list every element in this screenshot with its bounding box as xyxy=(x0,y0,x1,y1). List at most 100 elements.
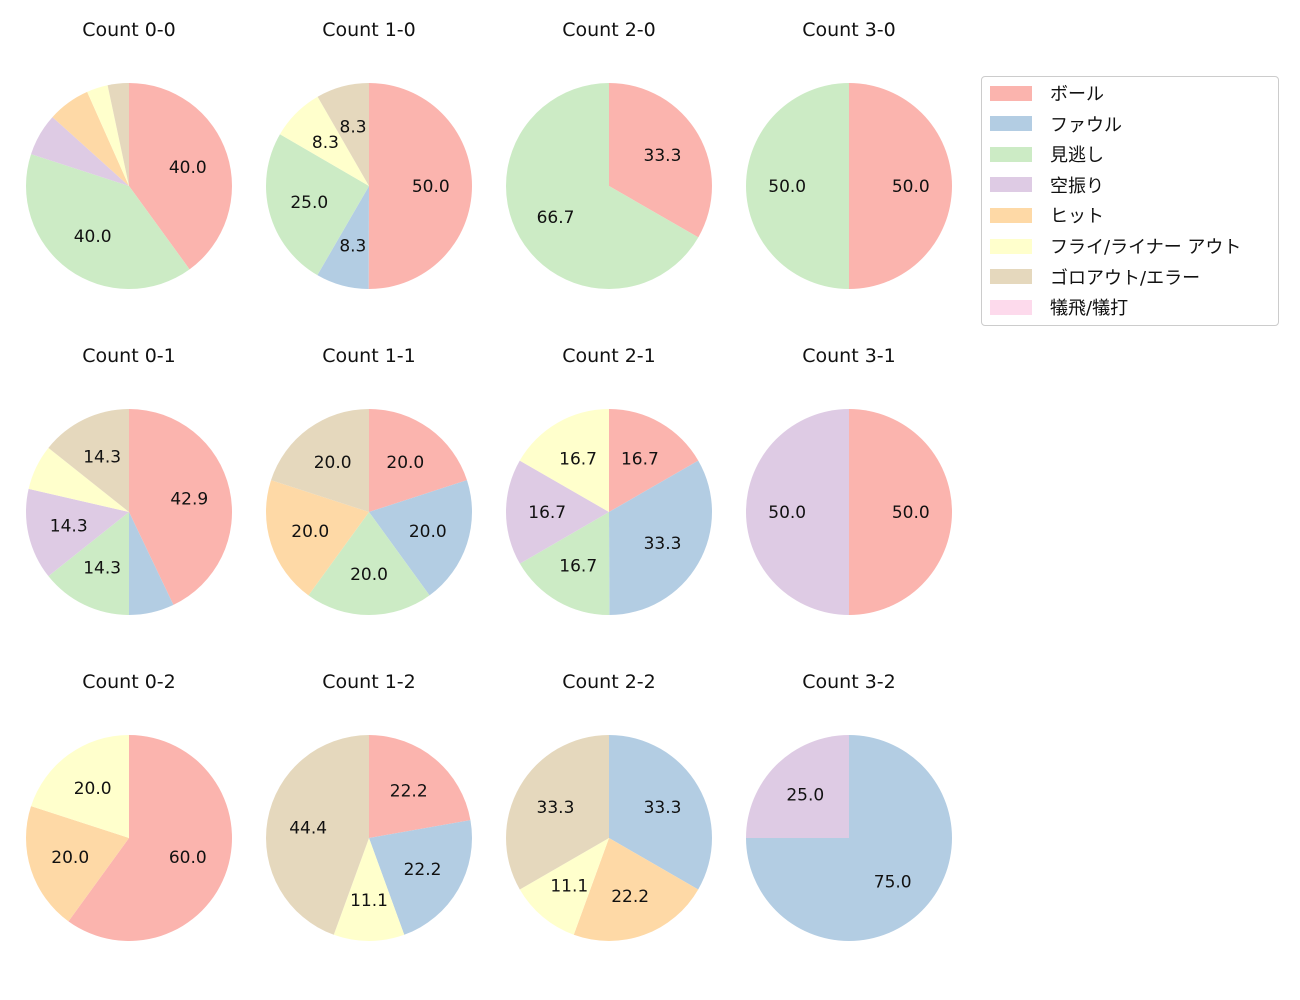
pie-slice xyxy=(26,806,130,922)
slice-label: 66.7 xyxy=(537,208,575,228)
pie-title: Count 3-2 xyxy=(802,671,896,693)
pie-slice xyxy=(333,838,405,941)
pie-slice xyxy=(48,409,130,512)
pie-title: Count 0-0 xyxy=(82,19,176,41)
slice-label: 75.0 xyxy=(874,873,912,893)
legend-item: 見逃し xyxy=(990,144,1104,167)
legend-swatch xyxy=(990,269,1032,285)
pie-slice xyxy=(506,460,609,564)
slice-label: 33.3 xyxy=(644,798,682,818)
pie-slice xyxy=(279,96,369,186)
legend-label: ヒット xyxy=(1050,206,1104,228)
slice-label: 50.0 xyxy=(768,177,806,197)
slice-label: 14.3 xyxy=(83,559,121,579)
slice-label: 16.7 xyxy=(559,557,597,577)
pie-slice xyxy=(52,91,129,186)
pie-slice xyxy=(369,820,472,935)
pie-slice xyxy=(506,735,609,890)
slice-label: 20.0 xyxy=(74,779,112,799)
pie-slice xyxy=(48,512,130,615)
legend-swatch xyxy=(990,238,1032,254)
slice-label: 50.0 xyxy=(892,503,930,523)
pie-slice xyxy=(129,512,174,615)
slice-label: 33.3 xyxy=(644,146,682,166)
legend-swatch xyxy=(990,146,1032,162)
pie-slice xyxy=(609,409,699,512)
pie-slice xyxy=(31,735,129,838)
slice-label: 22.2 xyxy=(390,782,428,802)
slice-label: 20.0 xyxy=(350,565,388,585)
pie-title: Count 3-0 xyxy=(802,19,896,41)
slice-label: 14.3 xyxy=(50,517,88,537)
pie-slice xyxy=(746,735,849,838)
legend-label: 空振り xyxy=(1050,175,1104,197)
legend-label: ボール xyxy=(1050,84,1104,105)
slice-label: 44.4 xyxy=(289,818,327,838)
slice-label: 20.0 xyxy=(409,522,447,542)
pie-title: Count 2-0 xyxy=(562,19,656,41)
legend-item: ゴロアウト/エラー xyxy=(990,267,1201,289)
pie-slice xyxy=(129,83,232,270)
legend-item: ボール xyxy=(990,83,1104,105)
legend-swatch xyxy=(990,207,1032,223)
legend-item: フライ/ライナー アウト xyxy=(990,236,1242,258)
pie-title: Count 2-2 xyxy=(562,671,656,693)
slice-label: 50.0 xyxy=(892,177,930,197)
pie-slice xyxy=(129,409,232,605)
slice-label: 14.3 xyxy=(83,447,121,467)
pie-title: Count 1-2 xyxy=(322,671,416,693)
slice-label: 22.2 xyxy=(611,887,649,907)
legend-item: 犠飛/犠打 xyxy=(990,297,1129,320)
pie-slice xyxy=(369,735,471,838)
slice-label: 20.0 xyxy=(51,848,89,868)
slice-label: 42.9 xyxy=(170,489,208,509)
pie-slice xyxy=(519,838,609,935)
slice-label: 20.0 xyxy=(291,522,329,542)
pie-title: Count 3-1 xyxy=(802,345,896,367)
legend-label: 見逃し xyxy=(1050,145,1104,167)
pie-slice xyxy=(266,734,369,935)
slice-label: 8.3 xyxy=(340,117,367,137)
pie-slice xyxy=(87,85,129,186)
pie-slice xyxy=(746,409,849,615)
pie-slice xyxy=(271,409,369,512)
pie-slice xyxy=(573,838,699,941)
slice-label: 22.2 xyxy=(404,860,442,880)
pie-slice xyxy=(68,735,232,941)
pie-slice xyxy=(28,447,129,512)
legend-label: 犠飛/犠打 xyxy=(1050,298,1129,320)
slice-label: 16.7 xyxy=(559,449,597,469)
pie-slice xyxy=(609,735,712,890)
slice-label: 16.7 xyxy=(621,449,659,469)
pie-slice xyxy=(266,480,369,596)
slice-label: 16.7 xyxy=(528,503,566,523)
slice-label: 40.0 xyxy=(74,227,112,247)
legend-item: ファウル xyxy=(990,114,1122,136)
legend: ボールファウル見逃し空振りヒットフライ/ライナー アウト ゴロアウト/エラー 犠飛/… xyxy=(981,76,1279,326)
pie-slice xyxy=(368,83,473,289)
pie-slice xyxy=(308,512,430,615)
pie-slice xyxy=(519,512,610,615)
pie-slice xyxy=(31,117,129,186)
legend-item: ヒット xyxy=(990,205,1104,228)
legend-label: ゴロアウト/エラー xyxy=(1050,267,1201,289)
pie-slice xyxy=(746,83,849,289)
legend-swatch xyxy=(990,116,1032,132)
pie-slice xyxy=(317,186,369,289)
slice-label: 11.1 xyxy=(550,876,588,896)
legend-label: フライ/ライナー アウト xyxy=(1050,237,1242,258)
slice-label: 8.3 xyxy=(339,237,366,257)
pie-slice xyxy=(369,480,472,596)
pie-title: Count 0-1 xyxy=(82,345,176,367)
slice-label: 25.0 xyxy=(786,785,824,805)
pie-title: Count 1-0 xyxy=(322,19,416,41)
pie-title: Count 2-1 xyxy=(562,345,656,367)
slice-label: 20.0 xyxy=(386,453,424,473)
pie-slice xyxy=(519,409,609,512)
pie-slice xyxy=(506,83,699,290)
pie-slice xyxy=(26,154,190,289)
slice-label: 8.3 xyxy=(312,133,339,153)
pie-slice xyxy=(25,488,129,577)
